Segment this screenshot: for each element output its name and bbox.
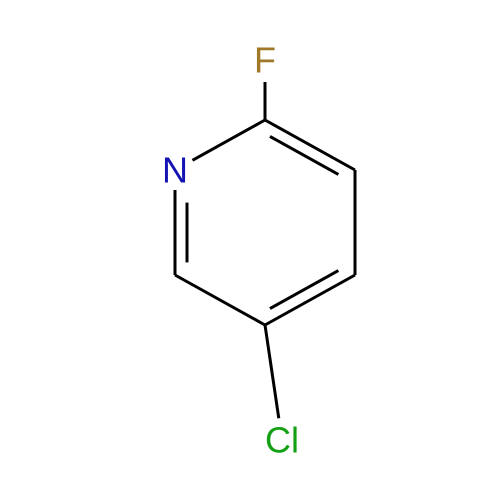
- atom-label-n: N: [162, 150, 188, 191]
- bond: [175, 275, 265, 325]
- molecule-diagram: N F Cl: [0, 0, 500, 500]
- bond: [192, 120, 265, 160]
- atom-label-f: F: [254, 40, 276, 81]
- atom-label-cl: Cl: [265, 420, 299, 461]
- bond: [265, 120, 355, 170]
- bond: [265, 325, 279, 418]
- bond: [265, 275, 355, 325]
